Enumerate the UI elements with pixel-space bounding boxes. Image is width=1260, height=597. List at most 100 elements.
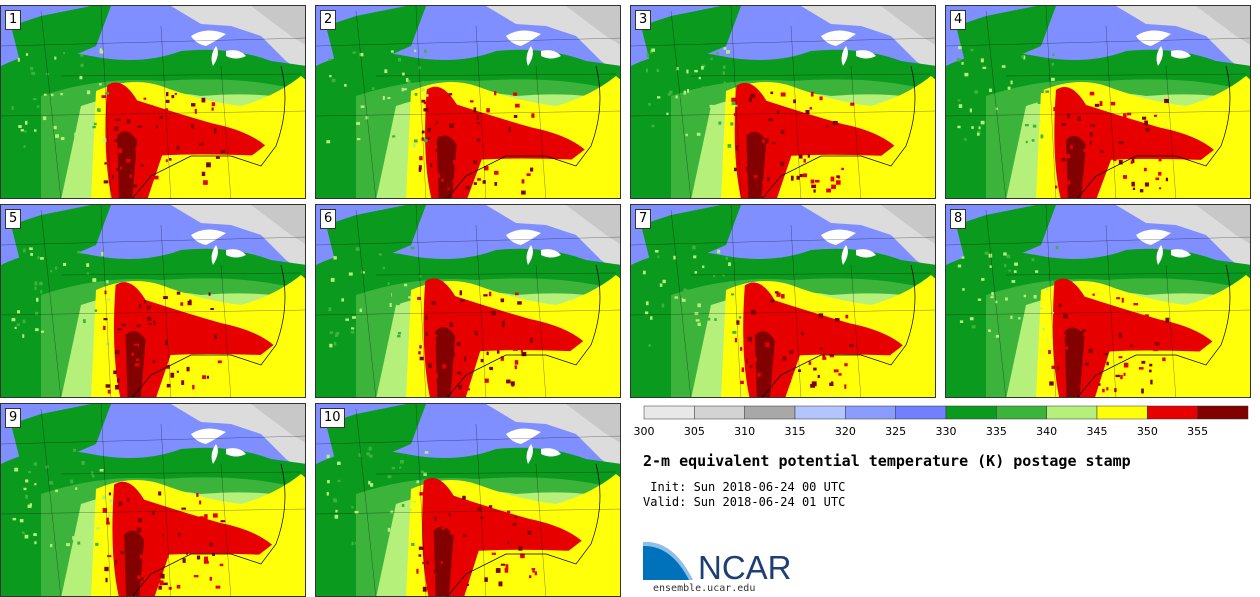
speckle xyxy=(1098,125,1104,129)
speckle xyxy=(419,156,423,161)
speckle xyxy=(1025,140,1028,144)
lake-huron xyxy=(226,448,246,457)
speckle xyxy=(366,452,370,456)
speckle xyxy=(1073,299,1079,305)
speckle xyxy=(750,93,756,98)
speckle xyxy=(441,178,444,182)
speckle xyxy=(119,568,125,571)
speckle xyxy=(57,526,60,529)
speckle xyxy=(1079,331,1084,336)
speckle xyxy=(431,301,436,306)
speckle xyxy=(692,245,696,250)
speckle xyxy=(427,128,432,133)
coastline xyxy=(132,65,286,198)
speckle xyxy=(428,363,432,368)
speckle xyxy=(771,142,776,145)
cold-northeast xyxy=(801,6,935,75)
speckle xyxy=(153,175,159,180)
speckle xyxy=(789,350,794,354)
speckle xyxy=(1116,297,1121,300)
speckle xyxy=(726,50,730,54)
speckle xyxy=(56,329,60,334)
speckle xyxy=(416,480,420,484)
speckle xyxy=(47,141,51,145)
speckle xyxy=(434,178,438,183)
darkred-core xyxy=(436,135,457,198)
speckle xyxy=(964,137,967,141)
speckle xyxy=(767,177,770,182)
lake-michigan xyxy=(841,245,848,265)
speckle xyxy=(734,167,737,172)
cold-northeast xyxy=(801,205,935,274)
speckle xyxy=(351,541,354,546)
speckle xyxy=(453,159,457,165)
speckle xyxy=(138,518,143,523)
speckle xyxy=(350,327,355,330)
speckle xyxy=(396,301,400,306)
speckle xyxy=(782,356,787,361)
speckle xyxy=(527,530,532,535)
speckle xyxy=(368,480,371,485)
darkred-core xyxy=(124,530,145,596)
speckle xyxy=(103,325,106,331)
speckle xyxy=(139,320,143,324)
speckle xyxy=(23,487,27,491)
lake-michigan xyxy=(1156,46,1163,66)
speckle xyxy=(822,356,827,360)
speckle xyxy=(422,130,425,133)
speckle xyxy=(693,255,697,259)
speckle xyxy=(1048,350,1051,354)
speckle xyxy=(832,120,838,126)
speckle xyxy=(132,184,138,188)
speckle xyxy=(210,332,216,336)
speckle xyxy=(1143,340,1146,345)
speckle xyxy=(421,88,425,92)
speckle xyxy=(1031,139,1035,142)
speckle xyxy=(1090,124,1095,127)
speckle xyxy=(1058,303,1062,308)
speckle xyxy=(180,302,184,306)
speckle xyxy=(1061,301,1065,305)
speckle xyxy=(662,279,666,284)
speckle xyxy=(19,519,24,523)
speckle xyxy=(95,542,99,546)
speckle xyxy=(424,451,429,454)
speckle xyxy=(841,167,844,171)
speckle xyxy=(685,343,688,346)
great-lakes xyxy=(506,229,541,245)
speckle xyxy=(817,374,820,379)
member-panel-10: 10 xyxy=(315,403,621,597)
speckle xyxy=(86,263,90,267)
speckle xyxy=(159,115,164,119)
speckle xyxy=(418,167,422,172)
speckle xyxy=(780,129,785,134)
speckle xyxy=(994,300,998,304)
speckle xyxy=(1007,86,1011,90)
speckle xyxy=(117,328,122,331)
speckle xyxy=(1118,141,1124,145)
speckle xyxy=(70,479,74,484)
speckle xyxy=(401,503,405,507)
speckle xyxy=(476,122,480,127)
speckle xyxy=(146,305,150,310)
speckle xyxy=(421,80,425,84)
speckle xyxy=(485,522,489,527)
speckle xyxy=(1061,123,1066,126)
speckle xyxy=(387,282,390,286)
speckle xyxy=(656,96,661,99)
speckle xyxy=(1037,100,1041,105)
speckle xyxy=(515,292,519,296)
speckle xyxy=(980,120,985,125)
speckle xyxy=(749,365,753,368)
speckle xyxy=(642,270,646,275)
colorbar-segment xyxy=(945,405,997,420)
speckle xyxy=(329,74,332,78)
speckle xyxy=(220,149,226,154)
speckle xyxy=(185,552,188,555)
speckle xyxy=(1153,348,1159,352)
speckle xyxy=(439,566,444,570)
speckle xyxy=(40,289,43,294)
speckle xyxy=(204,556,209,562)
speckle xyxy=(1110,101,1116,106)
speckle xyxy=(740,347,743,351)
